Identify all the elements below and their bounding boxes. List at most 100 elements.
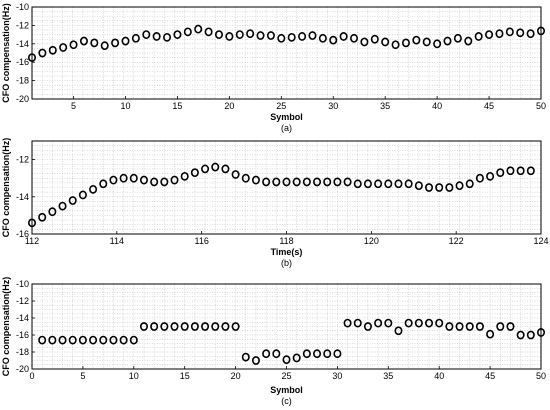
x-tick-label: 0 xyxy=(29,371,34,381)
data-point xyxy=(465,322,474,331)
data-point xyxy=(131,33,140,43)
data-point xyxy=(38,48,47,58)
data-point xyxy=(262,349,271,359)
y-tick-label: -10 xyxy=(16,279,29,289)
data-point xyxy=(225,32,234,41)
x-tick-label: 116 xyxy=(194,236,208,246)
data-point xyxy=(262,177,271,187)
x-tick-label: 120 xyxy=(364,236,379,246)
data-point xyxy=(374,318,383,328)
data-point xyxy=(363,179,372,189)
data-point xyxy=(266,31,275,40)
x-tick-label: 50 xyxy=(536,101,546,111)
x-axis-label: Symbol xyxy=(270,112,303,122)
data-point xyxy=(69,40,78,50)
data-point xyxy=(89,335,98,345)
y-tick-label: -10 xyxy=(16,2,29,12)
data-point xyxy=(339,32,348,41)
data-point xyxy=(464,36,473,46)
data-point xyxy=(350,33,359,43)
data-point xyxy=(353,318,362,328)
data-point xyxy=(111,38,120,48)
data-point xyxy=(370,34,379,44)
data-point xyxy=(435,183,444,192)
data-point xyxy=(384,318,393,328)
y-axis-label: CFO compensation(Hz) xyxy=(1,138,11,238)
x-tick-label: 10 xyxy=(120,101,130,111)
data-point xyxy=(292,353,301,363)
data-point xyxy=(48,207,57,217)
data-point xyxy=(323,349,332,359)
data-point xyxy=(58,335,67,345)
data-point xyxy=(170,322,179,331)
data-point xyxy=(251,175,260,185)
data-point xyxy=(78,335,87,345)
data-point xyxy=(201,322,210,331)
data-point xyxy=(99,179,108,189)
data-point xyxy=(27,218,36,228)
x-tick-label: 5 xyxy=(80,371,85,381)
data-point xyxy=(170,175,179,185)
data-point xyxy=(422,37,431,47)
data-point xyxy=(160,322,169,331)
data-point xyxy=(333,349,342,359)
x-tick-label: 25 xyxy=(276,101,286,111)
chart-panel-3: 0 5 10 15 20 25 30 35 40 45 50 -20 -18 -16 -14 -12 -10 Sy… xyxy=(1,277,546,406)
data-point xyxy=(277,33,286,43)
data-point xyxy=(475,173,484,183)
x-tick-label: 35 xyxy=(380,101,390,111)
data-point xyxy=(221,164,230,174)
data-point xyxy=(374,179,383,189)
data-point xyxy=(204,27,213,37)
y-tick-label: -18 xyxy=(16,347,29,357)
data-point xyxy=(425,318,434,328)
data-point xyxy=(313,177,322,187)
y-tick-label: -20 xyxy=(16,364,29,374)
chart-panel-1: 5 10 15 20 25 30 35 40 45 50 -20 -18 -16 -14 -12 -10 Sym… xyxy=(1,2,546,133)
x-tick-label: 40 xyxy=(432,101,442,111)
data-point xyxy=(59,43,68,52)
data-point xyxy=(323,177,332,187)
y-tick-label: -16 xyxy=(16,229,29,239)
data-point xyxy=(475,322,484,331)
data-point xyxy=(231,170,240,179)
data-point xyxy=(495,29,504,39)
data-point xyxy=(353,179,362,189)
data-point xyxy=(445,183,454,192)
data-point xyxy=(343,318,352,328)
data-point xyxy=(486,329,495,339)
data-point xyxy=(292,177,301,187)
data-point xyxy=(231,322,240,331)
data-point xyxy=(27,53,36,62)
data-point xyxy=(152,32,161,41)
data-point xyxy=(318,33,327,43)
data-point xyxy=(496,168,505,178)
data-point xyxy=(48,45,57,55)
data-point xyxy=(282,355,291,365)
data-point xyxy=(506,322,515,331)
data-point xyxy=(38,335,47,345)
data-point xyxy=(246,29,255,39)
data-point xyxy=(190,322,199,331)
x-tick-label: 30 xyxy=(328,101,338,111)
x-tick-label: 15 xyxy=(180,371,190,381)
data-point xyxy=(99,335,108,345)
data-point xyxy=(333,177,342,187)
y-tick-label: -20 xyxy=(16,94,29,104)
data-point xyxy=(381,37,390,47)
data-point xyxy=(453,33,462,43)
y-axis-label: CFO compensation(Hz) xyxy=(1,3,11,103)
data-point xyxy=(160,177,169,187)
data-point xyxy=(384,179,393,189)
data-point xyxy=(302,349,311,359)
data-point xyxy=(536,328,545,337)
data-point xyxy=(180,322,189,331)
data-point xyxy=(394,179,403,189)
data-point xyxy=(90,38,99,48)
data-point xyxy=(221,322,230,331)
data-point xyxy=(241,352,250,362)
data-point xyxy=(496,322,505,331)
x-tick-label: 15 xyxy=(172,101,182,111)
data-point xyxy=(272,177,281,187)
